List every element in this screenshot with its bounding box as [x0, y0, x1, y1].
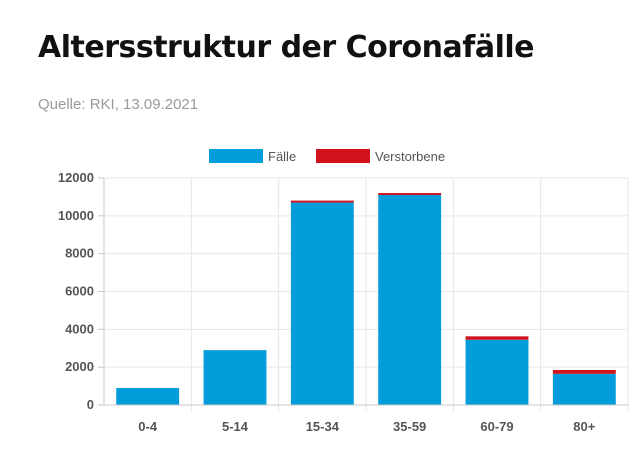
legend: Fälle Verstorbene — [209, 149, 445, 164]
y-axis: 0 2000 4000 6000 8000 10000 12000 — [58, 170, 105, 412]
legend-label-faelle[interactable]: Fälle — [268, 149, 296, 164]
bar-faelle-35-59[interactable] — [378, 195, 442, 405]
x-tick-label: 0-4 — [138, 419, 158, 434]
x-tick-label: 60-79 — [480, 419, 513, 434]
y-tick-label: 8000 — [65, 246, 94, 261]
chart-source: Quelle: RKI, 13.09.2021 — [38, 96, 199, 113]
x-tick-label: 35-59 — [393, 419, 426, 434]
x-tick-label: 5-14 — [222, 419, 249, 434]
bar-verstorbene-60-79[interactable] — [465, 336, 529, 340]
bar-verstorbene-80+[interactable] — [552, 370, 616, 374]
bar-verstorbene-15-34[interactable] — [290, 200, 354, 203]
x-axis: 0-4 5-14 15-34 35-59 60-79 80+ — [98, 404, 628, 434]
y-tick-label: 4000 — [65, 321, 94, 336]
bar-faelle-60-79[interactable] — [465, 339, 529, 405]
legend-label-verstorbene[interactable]: Verstorbene — [375, 149, 445, 164]
x-tick-label: 80+ — [573, 419, 595, 434]
x-tick-label: 15-34 — [306, 419, 340, 434]
grid-lines — [104, 177, 629, 411]
legend-swatch-verstorbene[interactable] — [316, 149, 370, 163]
bar-faelle-0-4[interactable] — [116, 387, 180, 405]
y-tick-label: 0 — [87, 397, 94, 412]
bar-verstorbene-35-59[interactable] — [378, 193, 442, 196]
y-tick-label: 6000 — [65, 284, 94, 299]
y-tick-label: 10000 — [58, 208, 94, 223]
bar-faelle-5-14[interactable] — [203, 350, 267, 405]
y-tick-label: 12000 — [58, 170, 94, 185]
bars-group — [116, 193, 616, 405]
bar-faelle-15-34[interactable] — [290, 202, 354, 405]
y-tick-label: 2000 — [65, 359, 94, 374]
legend-swatch-faelle[interactable] — [209, 149, 263, 163]
bar-faelle-80+[interactable] — [552, 373, 616, 405]
chart-title: Altersstruktur der Coronafälle — [38, 30, 534, 65]
